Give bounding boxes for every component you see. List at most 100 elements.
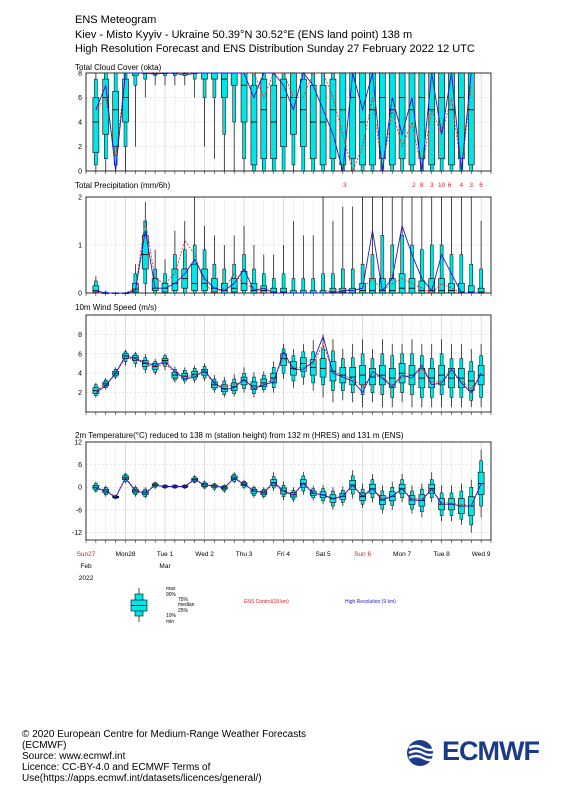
y-tick-label: 12 bbox=[74, 440, 82, 447]
exceed-label: 3 bbox=[469, 182, 473, 189]
box-inner bbox=[438, 278, 445, 294]
box-inner bbox=[359, 72, 366, 166]
box-inner bbox=[161, 358, 169, 364]
legend-hres: High Resolution (9 km) bbox=[345, 599, 396, 605]
box-inner bbox=[122, 78, 129, 123]
panel-title-precip: Total Precipitation (mm/6h) bbox=[75, 181, 171, 190]
box-inner bbox=[388, 72, 396, 166]
box-inner bbox=[379, 72, 386, 160]
y-tick-label: 8 bbox=[78, 71, 82, 78]
legend-percentile-label: 75% bbox=[178, 597, 189, 603]
box-inner bbox=[408, 72, 416, 166]
box-inner bbox=[201, 72, 208, 80]
box-inner bbox=[260, 78, 268, 160]
panel-frame bbox=[85, 441, 492, 541]
box-inner bbox=[477, 287, 485, 294]
panel-frame bbox=[85, 72, 492, 172]
box-inner bbox=[211, 72, 218, 80]
panel-title-temp: 2m Temperature(°C) reduced to 138 m (sta… bbox=[75, 431, 404, 440]
box-inner bbox=[92, 285, 100, 293]
hres-line bbox=[95, 477, 482, 507]
location-line: Kiev - Misto Kyyiv - Ukraine 50.39°N 30.… bbox=[75, 29, 413, 41]
box-inner bbox=[141, 235, 149, 270]
box-inner bbox=[250, 283, 258, 294]
y-tick-label: 6 bbox=[78, 462, 82, 469]
day-label: Sun 6 bbox=[354, 551, 371, 558]
copyright-line-2: (ECMWF) bbox=[22, 740, 67, 751]
month-label: Mar bbox=[159, 563, 171, 570]
box-inner bbox=[418, 280, 426, 294]
exceed-label: 3 bbox=[430, 182, 434, 189]
box-inner bbox=[428, 278, 436, 294]
box-inner bbox=[379, 278, 386, 294]
box-inner bbox=[211, 278, 218, 293]
box-inner bbox=[408, 278, 416, 294]
month-label: Feb bbox=[80, 563, 92, 570]
exceed-label: 2 bbox=[412, 182, 416, 189]
ens-control-line bbox=[95, 72, 472, 173]
exceed-label: 3 bbox=[343, 182, 347, 189]
day-label: Sat 5 bbox=[315, 551, 331, 558]
box-inner bbox=[349, 72, 357, 160]
panel-frame bbox=[85, 314, 492, 413]
box-inner bbox=[132, 283, 139, 293]
legend-percentile-label: 10% bbox=[166, 613, 177, 619]
hres-line bbox=[95, 224, 482, 294]
legend-percentile-label: max bbox=[166, 586, 176, 592]
box-inner bbox=[220, 384, 228, 392]
y-tick-label: 0 bbox=[78, 169, 82, 176]
day-label: Sun27 bbox=[77, 551, 96, 558]
box-inner bbox=[250, 84, 258, 166]
box-inner bbox=[369, 72, 376, 166]
box-inner bbox=[92, 97, 100, 153]
box-inner bbox=[329, 78, 337, 160]
day-label: Wed 9 bbox=[472, 551, 491, 558]
y-tick-label: 4 bbox=[78, 120, 82, 127]
copyright-line: © 2020 European Centre for Medium-Range … bbox=[22, 729, 306, 740]
box-inner bbox=[171, 268, 179, 291]
y-tick-label: -12 bbox=[72, 530, 82, 537]
box-inner bbox=[448, 283, 455, 294]
box-inner bbox=[102, 78, 110, 135]
y-tick-label: 6 bbox=[78, 95, 82, 102]
box-inner bbox=[398, 72, 406, 160]
box-inner bbox=[290, 72, 297, 135]
box-inner bbox=[280, 353, 287, 366]
meteogram-title: ENS Meteogram bbox=[75, 14, 157, 26]
day-label: Tue 1 bbox=[157, 551, 174, 558]
box-inner bbox=[280, 78, 287, 147]
source-line: Source: www.ecmwf.int bbox=[22, 751, 126, 762]
legend-percentile-label: 25% bbox=[178, 608, 189, 614]
day-label: Tue 8 bbox=[433, 551, 450, 558]
y-tick-label: 1 bbox=[78, 243, 82, 250]
box-outer bbox=[143, 72, 148, 80]
day-label: Thu 3 bbox=[236, 551, 253, 558]
hres-line bbox=[95, 334, 482, 394]
year-label: 2022 bbox=[79, 575, 94, 582]
y-tick-label: 8 bbox=[78, 332, 82, 339]
exceed-label: 8 bbox=[420, 182, 424, 189]
hres-line bbox=[95, 72, 472, 172]
legend-percentile-label: min bbox=[166, 619, 174, 625]
box-inner bbox=[467, 72, 475, 166]
ecmwf-logo-text: ECMWF bbox=[442, 736, 540, 766]
box-inner bbox=[300, 78, 307, 147]
panel-title-wind: 10m Wind Speed (m/s) bbox=[75, 303, 157, 312]
exceed-label: 6 bbox=[448, 182, 452, 189]
legend-percentile-label: median bbox=[178, 602, 195, 608]
box-inner bbox=[191, 263, 198, 291]
y-tick-label: 4 bbox=[78, 371, 82, 378]
box-inner bbox=[319, 358, 327, 378]
box-inner bbox=[300, 357, 307, 372]
licence-line: Licence: CC-BY-4.0 and ECMWF Terms of bbox=[22, 762, 211, 773]
y-tick-label: 2 bbox=[78, 390, 82, 397]
box-inner bbox=[240, 72, 248, 123]
box-inner bbox=[112, 91, 119, 147]
box-inner bbox=[398, 273, 406, 294]
licence-url-line: Use(https://apps.ecmwf.int/datasets/lice… bbox=[22, 773, 262, 784]
box-outer bbox=[321, 273, 325, 294]
y-tick-label: 2 bbox=[78, 195, 82, 202]
panel-title-cloud: Total Cloud Cover (okta) bbox=[75, 63, 162, 72]
y-tick-label: 0 bbox=[78, 485, 82, 492]
